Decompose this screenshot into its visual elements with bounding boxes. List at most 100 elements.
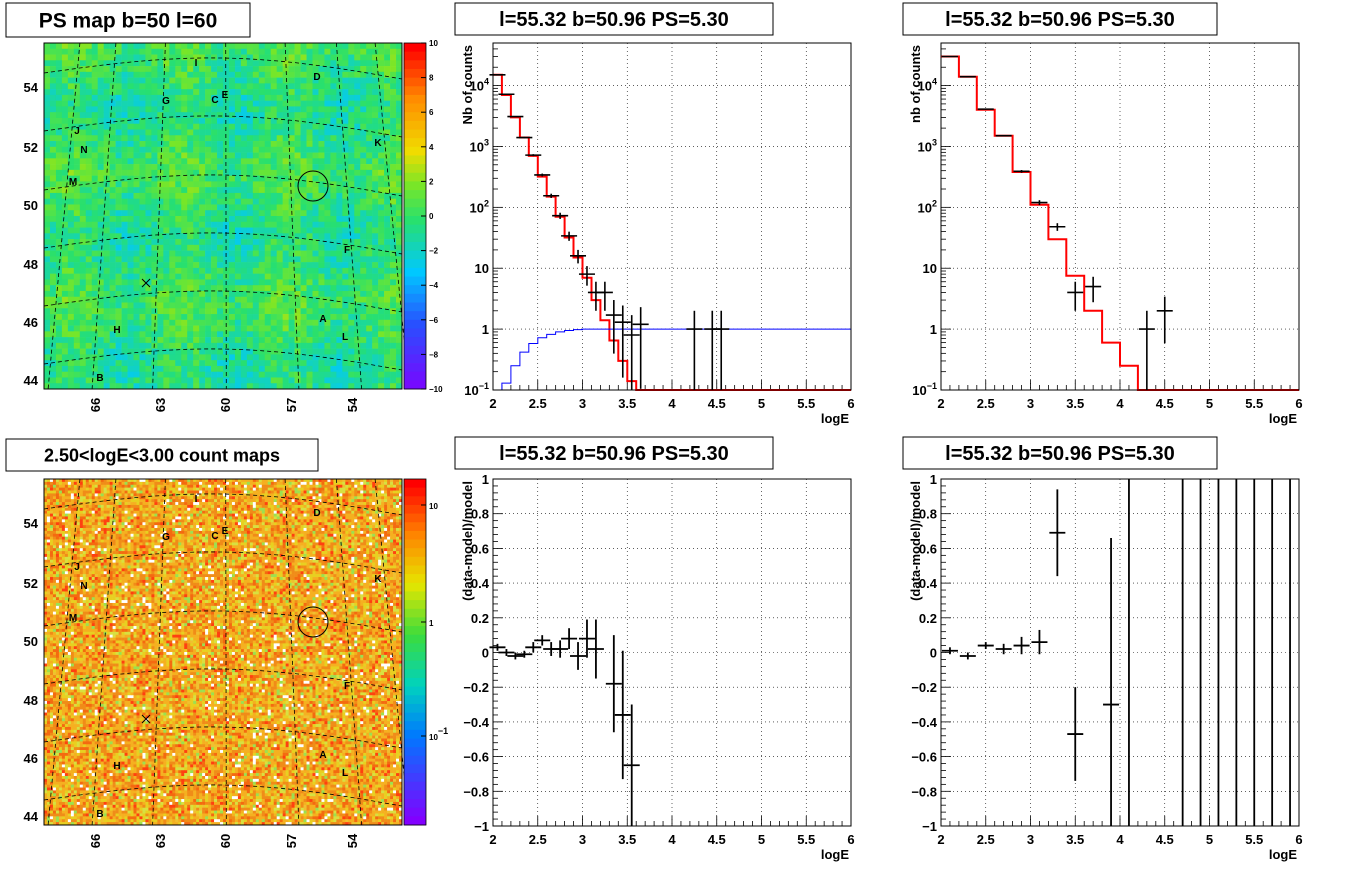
map-pixel — [199, 331, 206, 338]
map-pixel — [390, 239, 397, 246]
map-pixel — [103, 273, 110, 280]
map-pixel — [378, 117, 385, 125]
map-pixel — [193, 331, 200, 338]
map-pixel — [324, 71, 331, 78]
map-pixel — [97, 158, 104, 165]
map-pixel — [151, 479, 155, 483]
map-pixel — [163, 106, 170, 113]
map-pixel — [133, 377, 140, 384]
map-pixel — [276, 89, 283, 96]
map-pixel — [378, 112, 385, 119]
map-pixel — [246, 496, 251, 500]
map-pixel — [181, 141, 188, 148]
map-pixel — [115, 256, 122, 263]
map-pixel — [139, 250, 146, 257]
map-pixel — [211, 484, 215, 488]
map-pixel — [264, 308, 272, 315]
map-pixel — [199, 314, 206, 321]
map-pixel — [106, 481, 110, 486]
map-pixel — [384, 383, 391, 390]
map-pixel — [315, 499, 319, 503]
map-pixel — [366, 504, 370, 509]
map-pixel — [294, 262, 301, 269]
map-pixel — [133, 354, 140, 361]
map-pixel — [372, 314, 379, 321]
map-pixel — [354, 60, 361, 67]
map-pixel — [187, 273, 194, 280]
map-pixel — [97, 273, 104, 280]
map-pixel — [193, 181, 200, 188]
map-pixel — [85, 181, 93, 188]
map-pixel — [97, 216, 104, 223]
map-pixel — [217, 60, 224, 67]
map-pixel — [384, 106, 391, 113]
map-pixel — [199, 302, 206, 309]
map-pixel — [106, 502, 110, 506]
map-pixel — [208, 487, 212, 491]
map-pixel — [91, 66, 98, 73]
map-pixel — [115, 71, 122, 78]
map-pixel — [318, 112, 325, 119]
map-pixel — [396, 337, 403, 344]
map-pixel — [175, 507, 179, 512]
map-pixel — [169, 502, 173, 506]
map-pixel — [145, 250, 152, 257]
map-pixel — [193, 146, 200, 153]
map-pixel — [175, 360, 182, 367]
map-pixel — [217, 481, 221, 486]
map-pixel — [44, 273, 51, 280]
map-pixel — [306, 496, 310, 500]
map-pixel — [324, 94, 331, 101]
map-pixel — [79, 365, 87, 372]
map-pixel — [169, 342, 176, 349]
map-pixel — [85, 77, 93, 84]
map-pixel — [187, 493, 191, 497]
map-pixel — [199, 256, 206, 263]
map-pixel — [223, 490, 227, 494]
map-pixel — [163, 342, 170, 349]
map-pixel — [312, 296, 319, 303]
map-pixel — [199, 273, 206, 280]
map-pixel — [306, 216, 313, 223]
map-pixel — [294, 94, 301, 101]
map-pixel — [193, 499, 197, 503]
map-pixel — [76, 487, 81, 491]
map-pixel — [172, 487, 176, 491]
map-pixel — [169, 262, 176, 269]
map-pixel — [139, 83, 146, 90]
map-pixel — [318, 48, 325, 55]
map-pixel — [378, 60, 385, 67]
map-pixel — [306, 360, 313, 367]
map-pixel — [306, 302, 313, 309]
map-pixel — [199, 250, 206, 257]
map-pixel — [366, 479, 370, 483]
map-pixel — [312, 158, 319, 165]
map-pixel — [360, 493, 364, 497]
map-pixel — [243, 502, 248, 506]
map-pixel — [264, 48, 272, 55]
map-pixel — [211, 192, 218, 199]
map-pixel — [390, 158, 397, 165]
map-pixel — [234, 302, 242, 309]
map-pixel — [246, 479, 251, 483]
map-pixel — [79, 100, 87, 107]
map-pixel — [193, 490, 197, 494]
map-pixel — [79, 204, 87, 211]
map-pixel — [85, 348, 93, 355]
map-pixel — [109, 285, 116, 292]
map-pixel — [217, 43, 224, 50]
map-pixel — [169, 285, 176, 292]
map-pixel — [246, 502, 251, 506]
map-pixel — [306, 54, 313, 61]
map-pixel — [127, 216, 134, 223]
map-pixel — [252, 487, 257, 491]
map-pixel — [330, 290, 337, 298]
map-pixel — [384, 239, 391, 246]
map-pixel — [390, 302, 397, 309]
map-pixel — [175, 158, 182, 165]
map-pixel — [166, 496, 170, 500]
map-pixel — [240, 204, 248, 211]
map-pixel — [276, 342, 283, 349]
map-pixel — [187, 371, 194, 378]
